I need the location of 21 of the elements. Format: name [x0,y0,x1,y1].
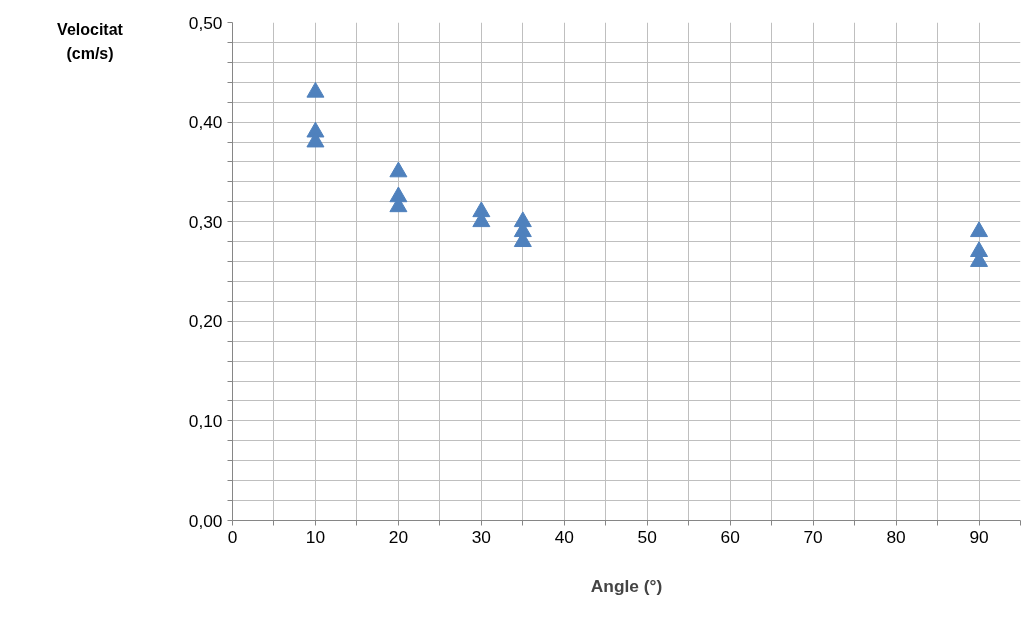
x-tick-label: 90 [969,526,989,547]
y-tick-label: 0,10 [188,410,223,431]
y-axis-title: Velocitat (cm/s) [57,20,123,64]
x-tick-label: 40 [554,526,574,547]
y-tick-label: 0,50 [188,12,223,33]
y-tick-label: 0,20 [188,311,223,332]
point [970,221,989,238]
x-tick-label: 30 [471,526,491,547]
y-tick-label: 0,30 [188,211,223,232]
y-tick-label: 0,40 [188,112,223,133]
x-tick-label: 60 [720,526,740,547]
point [389,161,408,178]
x-axis-title: Angle (°) [590,575,663,596]
point [306,81,325,98]
x-tick-label: 10 [305,526,326,547]
x-tick-label: 20 [388,526,409,547]
y-tick-label: 0,00 [188,510,223,531]
x-tick-label: 70 [803,526,823,547]
x-tick-label: 50 [637,526,657,547]
x-tick-label: 80 [886,526,906,547]
x-tick-label: 0 [227,526,238,547]
